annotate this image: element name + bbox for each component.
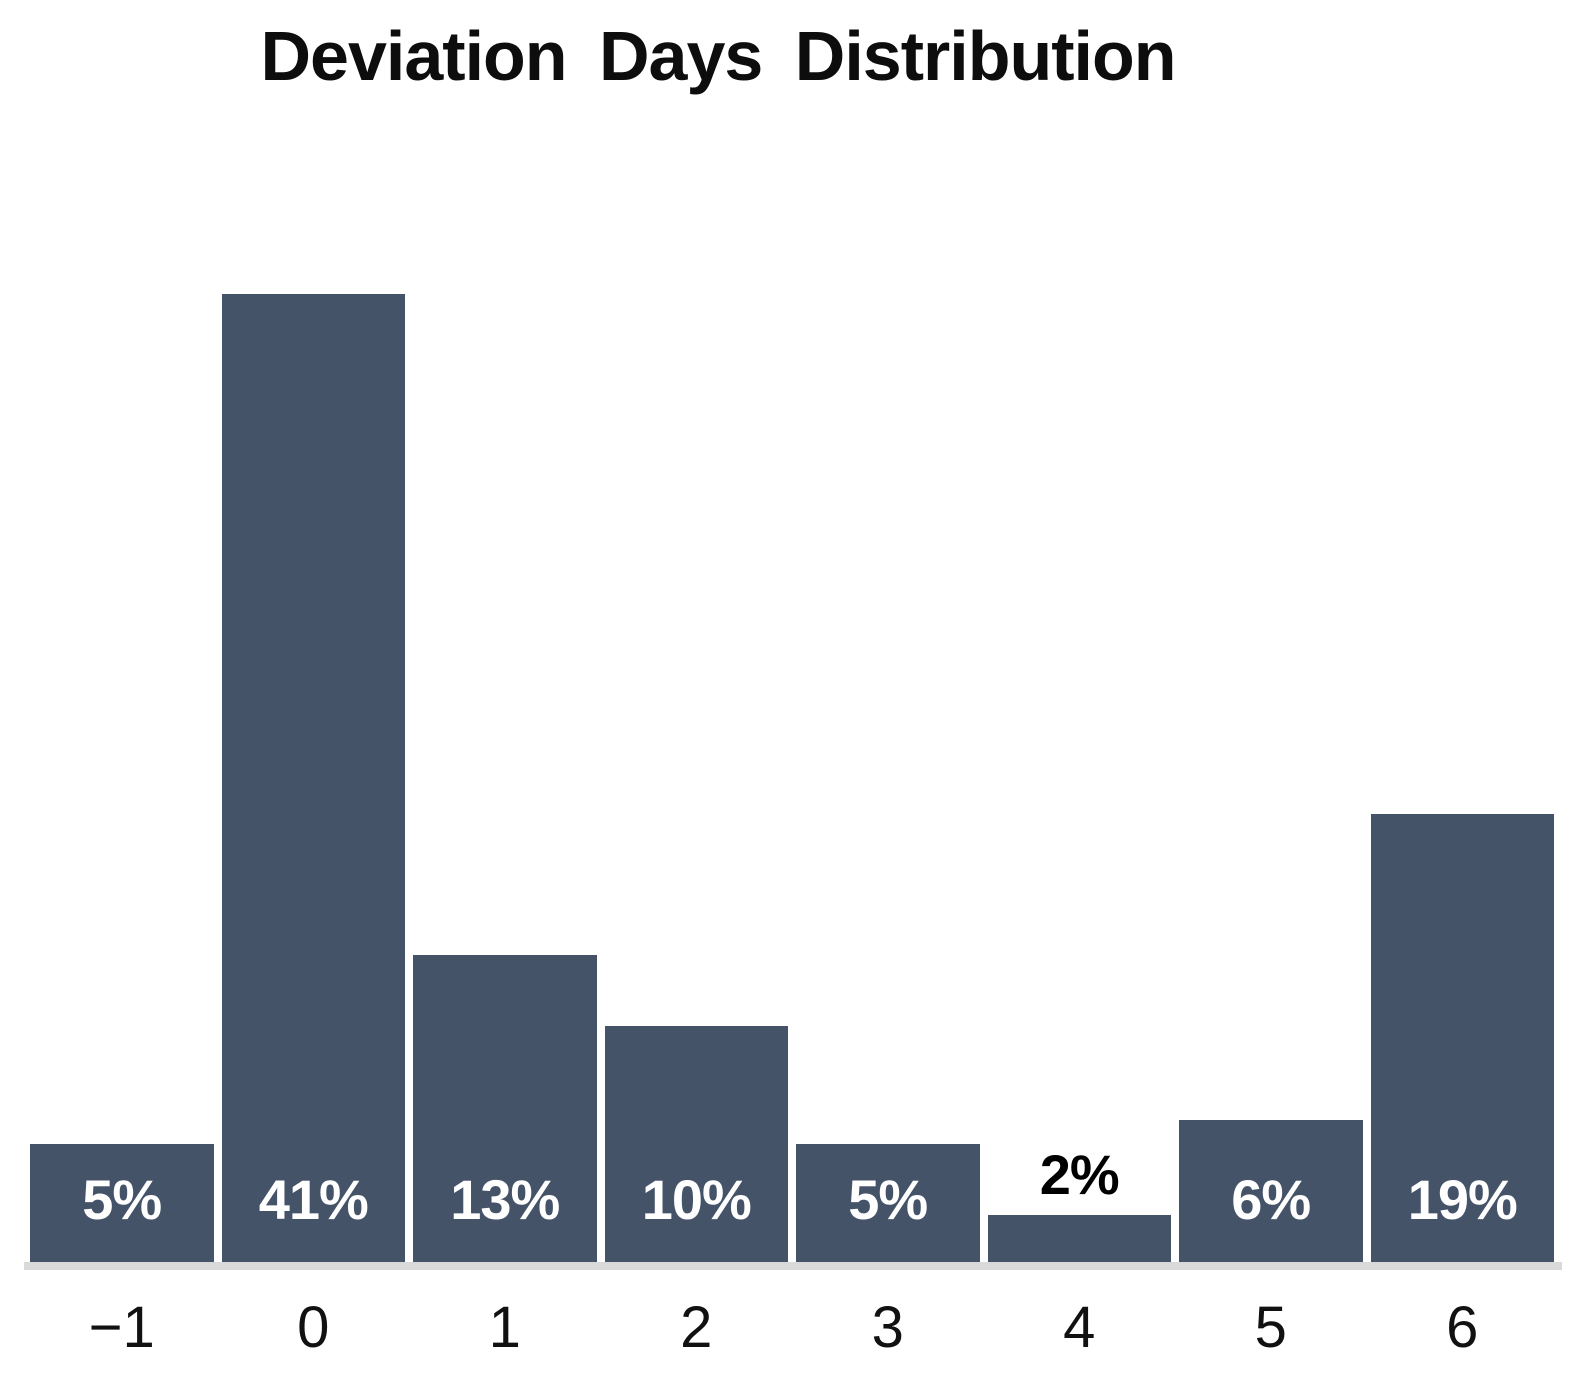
bar: [604, 1026, 788, 1262]
bar-value-label: 5%: [848, 1168, 928, 1231]
bar-slot: 6%: [1179, 272, 1363, 1262]
bar: [796, 1144, 980, 1262]
bar-value-label: 13%: [450, 1168, 560, 1231]
bar-value-label: 41%: [258, 1168, 369, 1231]
x-axis-label: 2: [680, 1295, 713, 1360]
x-axis-label: 6: [1446, 1295, 1479, 1360]
x-axis-label: 1: [488, 1295, 521, 1360]
bar-slot: 41%: [221, 272, 405, 1262]
x-axis-label: 0: [297, 1295, 330, 1360]
x-axis-label: 5: [1254, 1295, 1287, 1360]
bar-value-label: 6%: [1231, 1168, 1311, 1231]
x-axis-label: −1: [88, 1295, 155, 1360]
bar: [1370, 814, 1554, 1262]
bar: [413, 955, 597, 1262]
bar-slot: 13%: [413, 272, 597, 1262]
bar-slot: 5%: [30, 272, 214, 1262]
bar-slot: 19%: [1370, 272, 1554, 1262]
x-axis-label: 4: [1063, 1295, 1096, 1360]
bar-value-label: 2%: [1039, 1143, 1120, 1206]
bar: [30, 1144, 214, 1262]
bar-value-label: 5%: [82, 1168, 162, 1231]
bar-value-label: 19%: [1407, 1168, 1518, 1231]
bar: [1179, 1120, 1363, 1262]
bar-slot: 2%: [987, 272, 1171, 1262]
bar-slot: 10%: [604, 272, 788, 1262]
x-axis-labels: −1 0 1 2 3 4 5 6: [30, 1286, 1554, 1370]
bar-slot: 5%: [796, 272, 980, 1262]
x-axis-label: 3: [871, 1295, 904, 1360]
bar-value-label: 10%: [641, 1168, 752, 1231]
x-axis-line: [24, 1262, 1562, 1270]
bar: [987, 1215, 1171, 1262]
plot-area: 5% 41% 13% 10% 5% 2% 6% 19%: [30, 272, 1554, 1262]
bar: [221, 294, 405, 1262]
chart-title: Deviation Days Distribution: [260, 17, 1176, 95]
